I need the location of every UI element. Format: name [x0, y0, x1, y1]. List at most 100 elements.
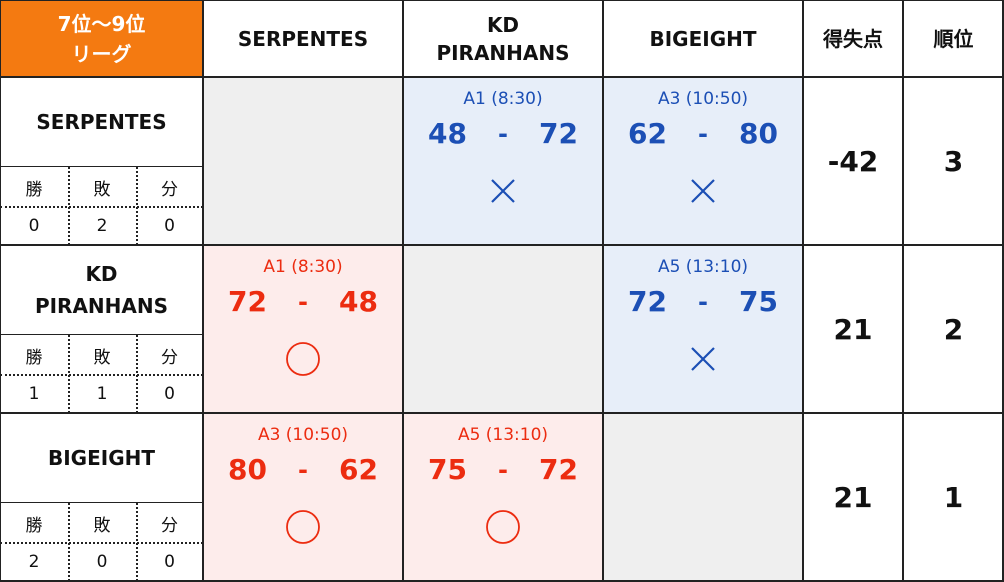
team-name-serpentes: SERPENTES — [0, 77, 203, 167]
score-separator: - — [498, 456, 508, 484]
opponent-score: 72 — [539, 117, 578, 150]
circle-icon — [483, 507, 523, 547]
grid-line — [402, 0, 404, 582]
draw-count: 0 — [164, 384, 175, 404]
draw-label: 分 — [161, 515, 178, 536]
rank-header-label: 順位 — [933, 26, 974, 51]
circle-icon — [283, 507, 323, 547]
grid-line — [902, 0, 904, 582]
match-slot: A5 (13:10) — [457, 425, 549, 445]
wld-divider — [0, 374, 203, 376]
rank-value: 3 — [943, 144, 964, 178]
own-score: 62 — [628, 117, 667, 150]
match-slot: A3 (10:50) — [257, 425, 349, 445]
league-title-line2: リーグ — [71, 41, 132, 66]
draw-label: 分 — [161, 179, 178, 200]
opponent-score: 72 — [539, 453, 578, 486]
loss-label: 敗 — [93, 515, 111, 536]
league-title: 7位〜9位 リーグ — [0, 0, 203, 77]
win-label: 勝 — [25, 515, 43, 536]
match-slot: A3 (10:50) — [657, 89, 749, 109]
cross-icon — [483, 171, 523, 211]
grid-line — [0, 0, 1, 582]
col-header-points: 得失点 — [803, 0, 903, 77]
league-title-line1: 7位〜9位 — [57, 11, 146, 36]
match-cell: A3 (10:50) 80 - 62 — [203, 413, 403, 581]
rank-value: 1 — [943, 480, 964, 514]
team-name-bigeight: BIGEIGHT — [0, 413, 203, 503]
match-score: 75 - 72 — [428, 451, 578, 489]
match-cell: A1 (8:30) 72 - 48 — [203, 245, 403, 413]
match-cell: A3 (10:50) 62 - 80 — [603, 77, 803, 245]
win-count: 0 — [28, 216, 40, 236]
match-score: 72 - 48 — [228, 283, 378, 321]
loss-label: 敗 — [93, 347, 111, 368]
cross-icon — [683, 171, 723, 211]
own-score: 80 — [228, 453, 267, 486]
grid-line — [0, 76, 1004, 78]
rank-value: 2 — [943, 312, 964, 346]
grid-line — [0, 244, 1004, 246]
loss-count: 0 — [96, 552, 108, 572]
draw-count: 0 — [164, 552, 175, 572]
points-value: 21 — [833, 480, 873, 514]
score-separator: - — [498, 120, 508, 148]
col-header-line1: KD — [486, 12, 520, 37]
win-count: 1 — [28, 384, 40, 404]
own-score: 72 — [628, 285, 667, 318]
grid-line — [0, 580, 1004, 582]
team-name-line1: SERPENTES — [36, 110, 167, 134]
own-score: 75 — [428, 453, 467, 486]
loss-label: 敗 — [93, 179, 111, 200]
col-header-line2: PIRANHANS — [436, 40, 570, 65]
grid-line — [0, 412, 1004, 414]
score-separator: - — [698, 288, 708, 316]
grid-line — [802, 0, 804, 582]
score-separator: - — [298, 288, 308, 316]
score-separator: - — [698, 120, 708, 148]
wld-divider — [0, 542, 203, 544]
self-match-cell — [203, 77, 403, 245]
opponent-score: 48 — [339, 285, 378, 318]
match-score: 48 - 72 — [428, 115, 578, 153]
points-header-label: 得失点 — [823, 26, 883, 51]
wld-divider — [0, 206, 203, 208]
win-label: 勝 — [25, 347, 43, 368]
win-count: 2 — [28, 552, 40, 572]
points-value: 21 — [833, 312, 873, 346]
match-slot: A1 (8:30) — [263, 257, 343, 277]
opponent-score: 75 — [739, 285, 778, 318]
match-cell: A5 (13:10) 72 - 75 — [603, 245, 803, 413]
draw-label: 分 — [161, 347, 178, 368]
team-name-line1: BIGEIGHT — [47, 446, 155, 470]
opponent-score: 80 — [739, 117, 778, 150]
cross-icon — [683, 339, 723, 379]
loss-count: 1 — [96, 384, 108, 404]
col-header-serpentes: SERPENTES — [203, 0, 403, 77]
match-cell: A5 (13:10) 75 - 72 — [403, 413, 603, 581]
match-score: 80 - 62 — [228, 451, 378, 489]
own-score: 72 — [228, 285, 267, 318]
col-header-rank: 順位 — [903, 0, 1004, 77]
opponent-score: 62 — [339, 453, 378, 486]
wld-top-border — [0, 502, 203, 503]
team-name-line1: KD — [85, 262, 118, 286]
match-score: 62 - 80 — [628, 115, 778, 153]
col-header-line1: BIGEIGHT — [649, 26, 757, 51]
grid-line — [1002, 0, 1004, 582]
match-score: 72 - 75 — [628, 283, 778, 321]
circle-icon — [283, 339, 323, 379]
match-slot: A5 (13:10) — [657, 257, 749, 277]
self-match-cell — [603, 413, 803, 581]
own-score: 48 — [428, 117, 467, 150]
team-name-kd-piranhans: KD PIRANHANS — [0, 245, 203, 335]
self-match-cell — [403, 245, 603, 413]
col-header-kd-piranhans: KD PIRANHANS — [403, 0, 603, 77]
grid-line — [202, 0, 204, 582]
match-cell: A1 (8:30) 48 - 72 — [403, 77, 603, 245]
draw-count: 0 — [164, 216, 175, 236]
col-header-bigeight: BIGEIGHT — [603, 0, 803, 77]
team-name-line2: PIRANHANS — [34, 294, 169, 318]
grid-line — [0, 0, 1004, 1]
